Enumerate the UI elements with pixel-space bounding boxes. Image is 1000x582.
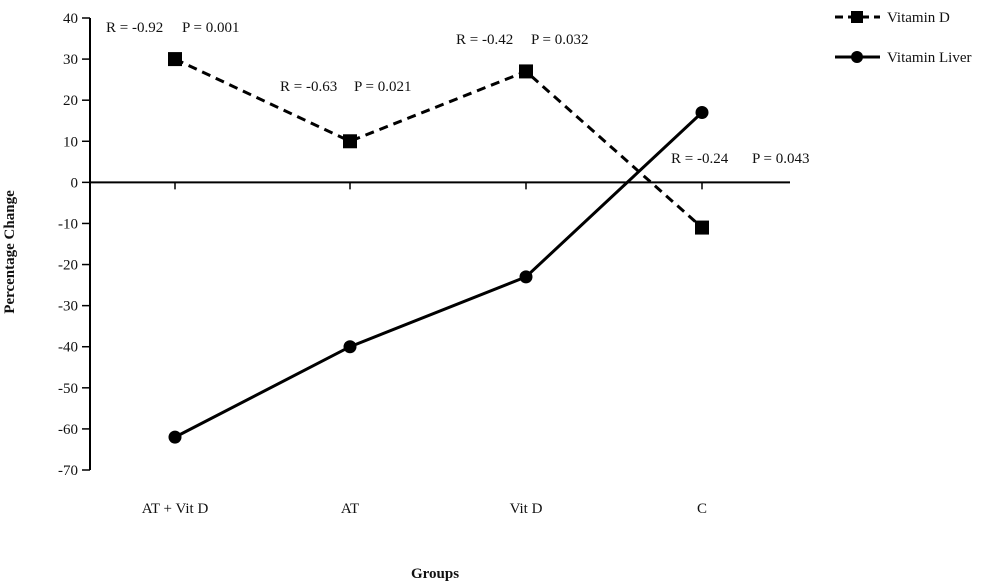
x-tick-label: AT + Vit D	[142, 501, 209, 517]
annotation-p: P = 0.043	[752, 151, 810, 167]
legend-marker-vitamin-d	[851, 11, 863, 23]
x-tick-label: C	[697, 501, 707, 517]
y-tick-label: 10	[63, 134, 78, 150]
data-point	[168, 52, 182, 67]
series-vitamin-d	[168, 52, 709, 235]
y-tick-label: 40	[63, 11, 78, 27]
data-point	[695, 220, 709, 235]
legend-label-vitamin-liver: Vitamin Liver	[887, 50, 972, 66]
series-vitamin-liver	[168, 106, 709, 444]
annotation-p: P = 0.001	[182, 20, 240, 36]
series-line	[174, 57, 703, 229]
data-point	[343, 134, 357, 149]
y-tick-label: 20	[63, 93, 78, 109]
data-point	[168, 430, 182, 444]
legend: Vitamin D Vitamin Liver	[835, 10, 972, 66]
annotation-r: R = -0.63	[280, 79, 337, 95]
data-point	[519, 270, 533, 284]
annotation-r: R = -0.42	[456, 32, 513, 48]
annotation-layer: R = -0.92 P = 0.001 R = -0.63 P = 0.021 R = …	[106, 20, 810, 167]
x-tick-label: AT	[341, 501, 359, 517]
legend-marker-vitamin-liver	[851, 51, 863, 63]
data-point	[695, 106, 709, 120]
legend-label-vitamin-d: Vitamin D	[887, 10, 950, 26]
series-line	[174, 111, 704, 439]
annotation-r: R = -0.24	[671, 151, 729, 167]
series-layer	[168, 52, 709, 444]
annotation-p: P = 0.021	[354, 79, 412, 95]
x-axis-title: Groups	[411, 566, 459, 582]
data-point	[343, 340, 357, 354]
x-tick-label: Vit D	[510, 501, 543, 517]
y-tick-label: -50	[58, 381, 78, 397]
y-tick-label: -40	[58, 340, 78, 356]
y-tick-label: 0	[71, 175, 79, 191]
axes: 40 30 20 10 0 -10 -20 -30 -40 -50 -60 -70 AT + Vit D…	[58, 11, 790, 517]
y-tick-label: -10	[58, 216, 78, 232]
y-tick-label: -20	[58, 258, 78, 274]
annotation-p: P = 0.032	[531, 32, 589, 48]
y-tick-label: -70	[58, 463, 78, 479]
annotation-r: R = -0.92	[106, 20, 163, 36]
y-tick-label: -60	[58, 422, 78, 438]
y-axis-title: Percentage Change	[2, 190, 18, 314]
data-point	[519, 64, 533, 79]
y-tick-label: -30	[58, 299, 78, 315]
y-tick-label: 30	[63, 52, 78, 68]
